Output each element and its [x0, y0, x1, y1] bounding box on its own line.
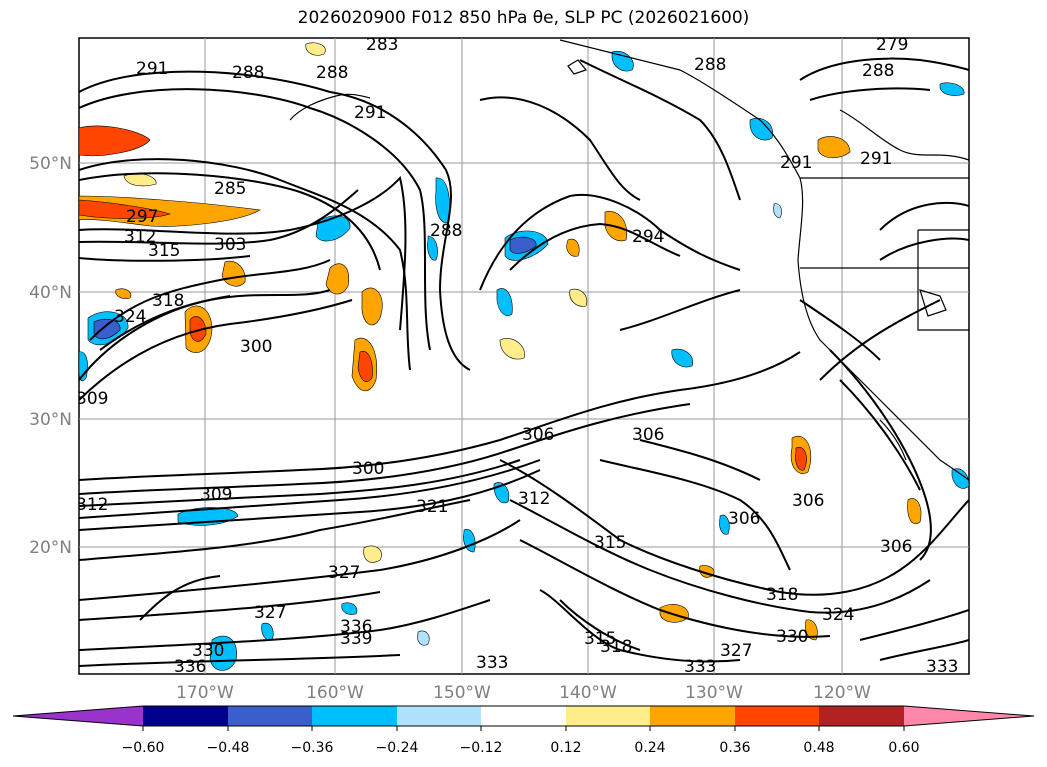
contour-label: 291 — [354, 103, 386, 123]
coastlines — [289, 39, 969, 481]
contour-label: 306 — [792, 491, 824, 511]
contour-label: 306 — [632, 425, 664, 445]
contour-label: 309 — [76, 389, 108, 409]
contour-label: 318 — [152, 291, 184, 311]
contour-label: 339 — [340, 629, 372, 649]
contour-label: 318 — [766, 585, 798, 605]
lat-label-40n: 40°N — [29, 283, 72, 303]
colorbar-max-arrow — [904, 706, 1034, 726]
theta-e-contours — [79, 57, 969, 667]
lat-label-50n: 50°N — [29, 154, 72, 174]
colorbar-segment — [312, 706, 397, 726]
colorbar-segment — [143, 706, 228, 726]
colorbar-segment — [819, 706, 904, 726]
contour-label: 315 — [148, 241, 180, 261]
lon-label-170w: 170°W — [176, 683, 234, 703]
colorbar-tick-label: 0.36 — [719, 740, 750, 756]
colorbar-segment — [650, 706, 735, 726]
colorbar-segment — [481, 706, 566, 726]
contour-label: 333 — [684, 657, 716, 677]
contour-label: 291 — [780, 153, 812, 173]
map-panel: 291 288 288 283 279 288 288 291 285 297 … — [76, 35, 970, 677]
contour-label: 312 — [76, 495, 108, 515]
contour-label: 309 — [200, 485, 232, 505]
contour-label: 279 — [876, 35, 908, 55]
contour-label: 303 — [214, 235, 246, 255]
contour-label: 336 — [174, 657, 206, 677]
lon-label-140w: 140°W — [559, 683, 617, 703]
contour-label: 318 — [600, 637, 632, 657]
contour-label: 336 — [340, 617, 372, 637]
contour-label: 312 — [124, 227, 156, 247]
colorbar-tick-label: −0.36 — [291, 740, 334, 756]
contour-label: 288 — [694, 55, 726, 75]
contour-label: 306 — [728, 509, 760, 529]
contour-label: 300 — [352, 459, 384, 479]
contour-label: 327 — [328, 563, 360, 583]
contour-label: 285 — [214, 179, 246, 199]
contour-label: 288 — [430, 221, 462, 241]
contour-label: 283 — [366, 35, 398, 55]
contour-label: 324 — [114, 307, 146, 327]
contour-label: 300 — [240, 337, 272, 357]
colorbar-tick-label: 0.48 — [803, 740, 834, 756]
colorbar-tick-label: −0.24 — [376, 740, 419, 756]
contour-label: 291 — [136, 59, 168, 79]
lat-label-20n: 20°N — [29, 538, 72, 558]
colorbar-segment — [397, 706, 481, 726]
contour-label: 333 — [476, 653, 508, 673]
colorbar-min-arrow — [13, 706, 143, 726]
contour-label: 315 — [594, 533, 626, 553]
lon-label-160w: 160°W — [306, 683, 364, 703]
colorbar-tick-label: 0.60 — [888, 740, 919, 756]
contour-label: 327 — [254, 603, 286, 623]
lat-label-30n: 30°N — [29, 410, 72, 430]
contour-label: 306 — [880, 537, 912, 557]
contour-label: 306 — [522, 425, 554, 445]
contour-label: 288 — [316, 63, 348, 83]
lon-labels: 170°W 160°W 150°W 140°W 130°W 120°W — [176, 683, 871, 703]
lon-label-120w: 120°W — [813, 683, 871, 703]
contour-label: 297 — [126, 207, 158, 227]
contour-label: 312 — [518, 489, 550, 509]
contour-label: 324 — [822, 605, 854, 625]
contour-label: 321 — [416, 497, 448, 517]
contour-label: 330 — [192, 641, 224, 661]
colorbar-tick-label: −0.48 — [207, 740, 250, 756]
contour-label: 288 — [232, 63, 264, 83]
contour-label: 330 — [776, 627, 808, 647]
colorbar-segment — [228, 706, 312, 726]
lon-label-130w: 130°W — [685, 683, 743, 703]
lon-label-150w: 150°W — [433, 683, 491, 703]
colorbar-tick-label: 0.24 — [634, 740, 665, 756]
colorbar: −0.60 −0.48 −0.36 −0.24 −0.12 0.12 0.24 … — [12, 705, 1035, 756]
colorbar-tick-label: 0.12 — [550, 740, 581, 756]
contour-labels: 291 288 288 283 279 288 288 291 285 297 … — [76, 35, 958, 677]
colorbar-segment — [735, 706, 819, 726]
colorbar-tick-label: −0.60 — [122, 740, 165, 756]
contour-label: 333 — [926, 657, 958, 677]
contour-label: 327 — [720, 641, 752, 661]
contour-label: 288 — [862, 61, 894, 81]
contour-label: 294 — [632, 227, 664, 247]
colorbar-tick-label: −0.12 — [460, 740, 503, 756]
map-title: 2026020900 F012 850 hPa θe, SLP PC (2026… — [297, 8, 750, 28]
colorbar-segment — [566, 706, 650, 726]
contour-label: 291 — [860, 149, 892, 169]
contour-label: 315 — [584, 629, 616, 649]
lat-labels: 50°N 40°N 30°N 20°N — [29, 154, 72, 558]
